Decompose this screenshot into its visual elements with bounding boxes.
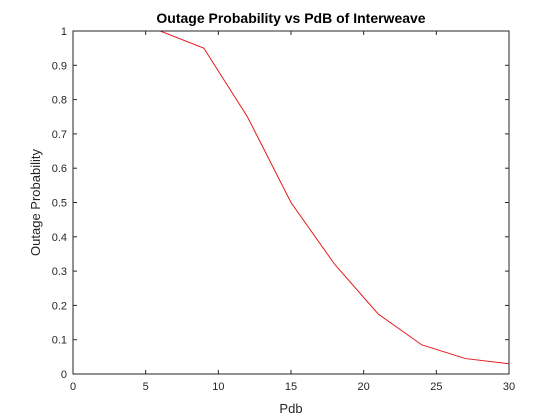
x-tick-label: 10 [212, 381, 224, 393]
x-tick-label: 15 [285, 381, 297, 393]
y-axis-label: Outage Probability [28, 149, 43, 256]
y-tick-label: 0.2 [52, 300, 67, 312]
x-tick-label: 5 [143, 381, 149, 393]
y-tick-label: 0.7 [52, 129, 67, 141]
y-tick-label: 0.1 [52, 335, 67, 347]
y-tick-label: 0.5 [52, 198, 67, 210]
chart-title: Outage Probability vs PdB of Interweave [156, 10, 425, 26]
y-tick-label: 0 [61, 369, 67, 381]
y-tick-label: 0.8 [52, 95, 67, 107]
plot-frame [72, 30, 510, 375]
x-tick-label: 0 [70, 381, 76, 393]
x-tick-label: 30 [503, 381, 515, 393]
y-tick-label: 1 [61, 26, 67, 38]
x-axis-label: Pdb [279, 401, 302, 416]
y-tick-label: 0.9 [52, 60, 67, 72]
y-axis-ticks: 0 0.1 0.2 0.3 0.4 0.5 0.6 0.7 0.8 0.9 1 [52, 26, 509, 381]
x-tick-label: 25 [430, 381, 442, 393]
x-tick-label: 20 [358, 381, 370, 393]
x-axis-ticks: 0 5 10 15 20 25 30 [70, 31, 515, 393]
y-tick-label: 0.4 [52, 232, 67, 244]
y-tick-label: 0.6 [52, 163, 67, 175]
y-tick-label: 0.3 [52, 266, 67, 278]
